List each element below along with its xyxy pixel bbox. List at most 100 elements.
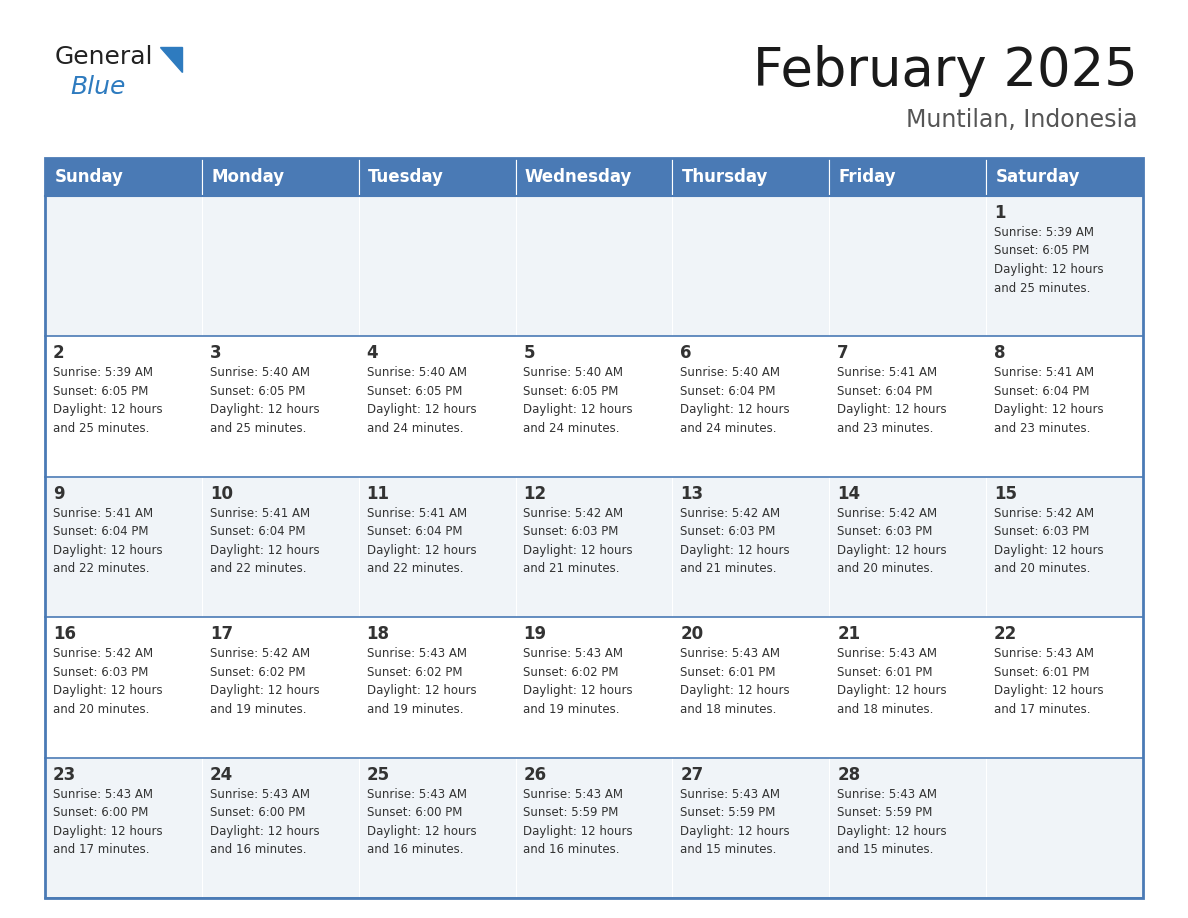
Bar <box>672 476 829 617</box>
Text: Sunrise: 5:41 AM
Sunset: 6:04 PM
Daylight: 12 hours
and 22 minutes.: Sunrise: 5:41 AM Sunset: 6:04 PM Dayligh… <box>367 507 476 576</box>
Polygon shape <box>160 47 182 72</box>
Text: General: General <box>55 45 153 69</box>
Text: 5: 5 <box>524 344 535 363</box>
Bar <box>45 757 202 898</box>
Text: Sunrise: 5:41 AM
Sunset: 6:04 PM
Daylight: 12 hours
and 22 minutes.: Sunrise: 5:41 AM Sunset: 6:04 PM Dayligh… <box>210 507 320 576</box>
Text: 15: 15 <box>994 485 1017 503</box>
Text: Sunrise: 5:41 AM
Sunset: 6:04 PM
Daylight: 12 hours
and 22 minutes.: Sunrise: 5:41 AM Sunset: 6:04 PM Dayligh… <box>52 507 163 576</box>
Bar <box>202 757 359 898</box>
Text: Sunrise: 5:42 AM
Sunset: 6:03 PM
Daylight: 12 hours
and 20 minutes.: Sunrise: 5:42 AM Sunset: 6:03 PM Dayligh… <box>52 647 163 716</box>
Text: Sunrise: 5:43 AM
Sunset: 6:01 PM
Daylight: 12 hours
and 18 minutes.: Sunrise: 5:43 AM Sunset: 6:01 PM Dayligh… <box>681 647 790 716</box>
Text: Blue: Blue <box>70 75 126 99</box>
Text: Sunrise: 5:43 AM
Sunset: 6:02 PM
Daylight: 12 hours
and 19 minutes.: Sunrise: 5:43 AM Sunset: 6:02 PM Dayligh… <box>367 647 476 716</box>
Text: 4: 4 <box>367 344 378 363</box>
Bar <box>829 757 986 898</box>
Bar <box>516 196 672 336</box>
Text: Sunrise: 5:43 AM
Sunset: 6:02 PM
Daylight: 12 hours
and 19 minutes.: Sunrise: 5:43 AM Sunset: 6:02 PM Dayligh… <box>524 647 633 716</box>
Text: Sunrise: 5:40 AM
Sunset: 6:04 PM
Daylight: 12 hours
and 24 minutes.: Sunrise: 5:40 AM Sunset: 6:04 PM Dayligh… <box>681 366 790 435</box>
Text: 28: 28 <box>838 766 860 784</box>
Text: Sunrise: 5:43 AM
Sunset: 5:59 PM
Daylight: 12 hours
and 15 minutes.: Sunrise: 5:43 AM Sunset: 5:59 PM Dayligh… <box>681 788 790 856</box>
Bar <box>829 196 986 336</box>
Text: 21: 21 <box>838 625 860 644</box>
Bar <box>202 617 359 757</box>
Text: Sunrise: 5:43 AM
Sunset: 6:00 PM
Daylight: 12 hours
and 17 minutes.: Sunrise: 5:43 AM Sunset: 6:00 PM Dayligh… <box>52 788 163 856</box>
Bar <box>672 196 829 336</box>
Text: 13: 13 <box>681 485 703 503</box>
Text: Sunday: Sunday <box>55 168 124 186</box>
Bar <box>359 336 516 476</box>
Bar <box>45 476 202 617</box>
Text: 14: 14 <box>838 485 860 503</box>
Bar <box>45 196 202 336</box>
Text: Muntilan, Indonesia: Muntilan, Indonesia <box>906 108 1138 132</box>
Bar <box>516 476 672 617</box>
Bar <box>202 336 359 476</box>
Bar <box>516 158 672 196</box>
Text: 26: 26 <box>524 766 546 784</box>
Bar <box>202 158 359 196</box>
Bar <box>986 617 1143 757</box>
Bar <box>202 476 359 617</box>
Text: 27: 27 <box>681 766 703 784</box>
Text: 1: 1 <box>994 204 1005 222</box>
Bar <box>829 158 986 196</box>
Text: Sunrise: 5:41 AM
Sunset: 6:04 PM
Daylight: 12 hours
and 23 minutes.: Sunrise: 5:41 AM Sunset: 6:04 PM Dayligh… <box>838 366 947 435</box>
Text: 18: 18 <box>367 625 390 644</box>
Text: Sunrise: 5:39 AM
Sunset: 6:05 PM
Daylight: 12 hours
and 25 minutes.: Sunrise: 5:39 AM Sunset: 6:05 PM Dayligh… <box>52 366 163 435</box>
Text: Friday: Friday <box>839 168 896 186</box>
Text: Saturday: Saturday <box>996 168 1080 186</box>
Bar <box>45 617 202 757</box>
Bar <box>986 476 1143 617</box>
Bar <box>45 158 202 196</box>
Bar <box>672 757 829 898</box>
Text: 6: 6 <box>681 344 691 363</box>
Text: February 2025: February 2025 <box>753 45 1138 97</box>
Text: Wednesday: Wednesday <box>525 168 632 186</box>
Bar <box>516 757 672 898</box>
Text: 25: 25 <box>367 766 390 784</box>
Text: 8: 8 <box>994 344 1005 363</box>
Bar <box>829 476 986 617</box>
Text: Sunrise: 5:40 AM
Sunset: 6:05 PM
Daylight: 12 hours
and 25 minutes.: Sunrise: 5:40 AM Sunset: 6:05 PM Dayligh… <box>210 366 320 435</box>
Bar <box>45 336 202 476</box>
Text: 22: 22 <box>994 625 1017 644</box>
Text: Sunrise: 5:42 AM
Sunset: 6:03 PM
Daylight: 12 hours
and 21 minutes.: Sunrise: 5:42 AM Sunset: 6:03 PM Dayligh… <box>681 507 790 576</box>
Bar <box>516 617 672 757</box>
Text: 23: 23 <box>52 766 76 784</box>
Text: Sunrise: 5:40 AM
Sunset: 6:05 PM
Daylight: 12 hours
and 24 minutes.: Sunrise: 5:40 AM Sunset: 6:05 PM Dayligh… <box>524 366 633 435</box>
Text: Sunrise: 5:42 AM
Sunset: 6:03 PM
Daylight: 12 hours
and 20 minutes.: Sunrise: 5:42 AM Sunset: 6:03 PM Dayligh… <box>838 507 947 576</box>
Bar <box>359 617 516 757</box>
Bar <box>359 158 516 196</box>
Bar <box>672 336 829 476</box>
Bar <box>672 158 829 196</box>
Text: 16: 16 <box>52 625 76 644</box>
Bar <box>986 336 1143 476</box>
Bar <box>202 196 359 336</box>
Text: Sunrise: 5:43 AM
Sunset: 5:59 PM
Daylight: 12 hours
and 15 minutes.: Sunrise: 5:43 AM Sunset: 5:59 PM Dayligh… <box>838 788 947 856</box>
Text: 7: 7 <box>838 344 848 363</box>
Bar <box>986 158 1143 196</box>
Bar <box>986 757 1143 898</box>
Text: Monday: Monday <box>211 168 284 186</box>
Text: Sunrise: 5:41 AM
Sunset: 6:04 PM
Daylight: 12 hours
and 23 minutes.: Sunrise: 5:41 AM Sunset: 6:04 PM Dayligh… <box>994 366 1104 435</box>
Text: 12: 12 <box>524 485 546 503</box>
Bar <box>359 196 516 336</box>
Text: Sunrise: 5:43 AM
Sunset: 6:01 PM
Daylight: 12 hours
and 17 minutes.: Sunrise: 5:43 AM Sunset: 6:01 PM Dayligh… <box>994 647 1104 716</box>
Text: Thursday: Thursday <box>682 168 769 186</box>
Bar <box>986 196 1143 336</box>
Text: 11: 11 <box>367 485 390 503</box>
Text: 3: 3 <box>210 344 221 363</box>
Text: Sunrise: 5:42 AM
Sunset: 6:03 PM
Daylight: 12 hours
and 20 minutes.: Sunrise: 5:42 AM Sunset: 6:03 PM Dayligh… <box>994 507 1104 576</box>
Text: Sunrise: 5:43 AM
Sunset: 6:00 PM
Daylight: 12 hours
and 16 minutes.: Sunrise: 5:43 AM Sunset: 6:00 PM Dayligh… <box>367 788 476 856</box>
Bar <box>516 336 672 476</box>
Bar <box>45 158 1143 898</box>
Text: 2: 2 <box>52 344 64 363</box>
Text: Sunrise: 5:43 AM
Sunset: 6:01 PM
Daylight: 12 hours
and 18 minutes.: Sunrise: 5:43 AM Sunset: 6:01 PM Dayligh… <box>838 647 947 716</box>
Bar <box>672 617 829 757</box>
Text: 17: 17 <box>210 625 233 644</box>
Text: 19: 19 <box>524 625 546 644</box>
Text: Sunrise: 5:42 AM
Sunset: 6:02 PM
Daylight: 12 hours
and 19 minutes.: Sunrise: 5:42 AM Sunset: 6:02 PM Dayligh… <box>210 647 320 716</box>
Text: Sunrise: 5:43 AM
Sunset: 5:59 PM
Daylight: 12 hours
and 16 minutes.: Sunrise: 5:43 AM Sunset: 5:59 PM Dayligh… <box>524 788 633 856</box>
Bar <box>829 336 986 476</box>
Text: 24: 24 <box>210 766 233 784</box>
